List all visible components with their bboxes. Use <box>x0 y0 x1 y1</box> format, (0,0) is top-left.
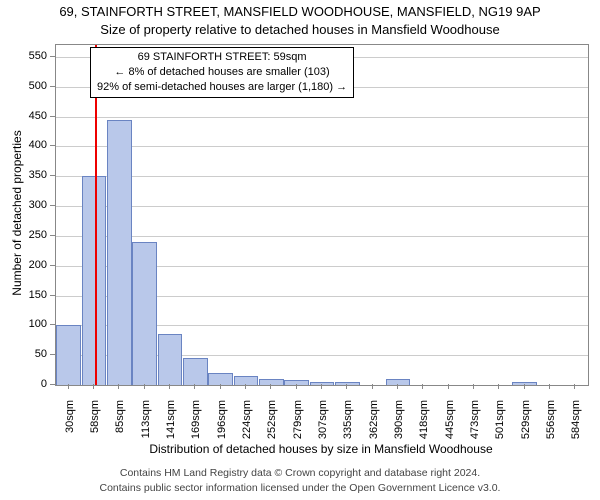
y-tick-mark <box>50 116 55 117</box>
x-tick-label: 58sqm <box>89 400 101 450</box>
bar <box>82 176 107 385</box>
y-tick-label: 50 <box>17 348 47 360</box>
y-tick-mark <box>50 324 55 325</box>
x-tick-label: 30sqm <box>64 400 76 450</box>
x-tick-label: 584sqm <box>570 400 582 450</box>
y-tick-label: 250 <box>17 229 47 241</box>
y-tick-label: 450 <box>17 110 47 122</box>
x-tick-mark <box>549 384 550 389</box>
x-tick-mark <box>270 384 271 389</box>
x-tick-label: 501sqm <box>494 400 506 450</box>
x-tick-label: 445sqm <box>444 400 456 450</box>
y-tick-label: 0 <box>17 378 47 390</box>
bar <box>132 242 157 385</box>
y-tick-label: 150 <box>17 289 47 301</box>
x-tick-label: 418sqm <box>418 400 430 450</box>
annotation-line1: 69 STAINFORTH STREET: 59sqm <box>97 50 347 65</box>
gridline <box>56 176 588 177</box>
y-axis-title: Number of detached properties <box>10 43 24 383</box>
x-tick-label: 169sqm <box>190 400 202 450</box>
x-tick-label: 556sqm <box>545 400 557 450</box>
y-tick-mark <box>50 175 55 176</box>
x-tick-label: 252sqm <box>266 400 278 450</box>
y-tick-mark <box>50 56 55 57</box>
x-tick-label: 224sqm <box>241 400 253 450</box>
x-tick-label: 473sqm <box>469 400 481 450</box>
y-tick-label: 100 <box>17 318 47 330</box>
x-tick-mark <box>524 384 525 389</box>
x-tick-mark <box>321 384 322 389</box>
x-tick-label: 85sqm <box>114 400 126 450</box>
y-tick-label: 300 <box>17 199 47 211</box>
gridline <box>56 206 588 207</box>
gridline <box>56 146 588 147</box>
x-tick-mark <box>473 384 474 389</box>
title-address: 69, STAINFORTH STREET, MANSFIELD WOODHOU… <box>0 4 600 19</box>
x-tick-mark <box>144 384 145 389</box>
bar <box>158 334 183 385</box>
y-tick-mark <box>50 205 55 206</box>
x-tick-mark <box>574 384 575 389</box>
annotation-box: 69 STAINFORTH STREET: 59sqm ← 8% of deta… <box>90 47 354 98</box>
gridline <box>56 117 588 118</box>
x-tick-label: 113sqm <box>140 400 152 450</box>
footer-licence: Contains public sector information licen… <box>0 482 600 494</box>
bar <box>107 120 132 385</box>
x-tick-label: 390sqm <box>393 400 405 450</box>
y-tick-label: 500 <box>17 80 47 92</box>
x-tick-mark <box>220 384 221 389</box>
y-tick-label: 200 <box>17 259 47 271</box>
y-tick-label: 400 <box>17 139 47 151</box>
y-tick-label: 350 <box>17 169 47 181</box>
y-tick-mark <box>50 86 55 87</box>
x-tick-mark <box>68 384 69 389</box>
x-tick-mark <box>372 384 373 389</box>
annotation-line2: ← 8% of detached houses are smaller (103… <box>97 65 347 80</box>
x-tick-mark <box>93 384 94 389</box>
x-tick-mark <box>245 384 246 389</box>
y-tick-mark <box>50 295 55 296</box>
x-tick-label: 307sqm <box>317 400 329 450</box>
bar <box>512 382 537 385</box>
x-tick-label: 362sqm <box>368 400 380 450</box>
bar <box>183 358 208 385</box>
x-tick-mark <box>448 384 449 389</box>
y-tick-mark <box>50 145 55 146</box>
x-tick-mark <box>397 384 398 389</box>
y-tick-label: 550 <box>17 50 47 62</box>
bar <box>284 380 309 385</box>
x-tick-mark <box>498 384 499 389</box>
x-tick-label: 141sqm <box>165 400 177 450</box>
gridline <box>56 236 588 237</box>
y-tick-mark <box>50 354 55 355</box>
x-tick-mark <box>118 384 119 389</box>
bar <box>208 373 233 385</box>
x-tick-mark <box>346 384 347 389</box>
title-subtitle: Size of property relative to detached ho… <box>0 22 600 37</box>
footer-copyright: Contains HM Land Registry data © Crown c… <box>0 467 600 479</box>
x-tick-label: 335sqm <box>342 400 354 450</box>
x-tick-label: 279sqm <box>292 400 304 450</box>
x-tick-label: 196sqm <box>216 400 228 450</box>
chart-container: 69, STAINFORTH STREET, MANSFIELD WOODHOU… <box>0 0 600 500</box>
y-tick-mark <box>50 265 55 266</box>
x-tick-mark <box>422 384 423 389</box>
annotation-line3: 92% of semi-detached houses are larger (… <box>97 80 347 95</box>
x-tick-label: 529sqm <box>520 400 532 450</box>
y-tick-mark <box>50 384 55 385</box>
x-tick-mark <box>194 384 195 389</box>
x-tick-mark <box>296 384 297 389</box>
y-tick-mark <box>50 235 55 236</box>
x-tick-mark <box>169 384 170 389</box>
bar <box>56 325 81 385</box>
